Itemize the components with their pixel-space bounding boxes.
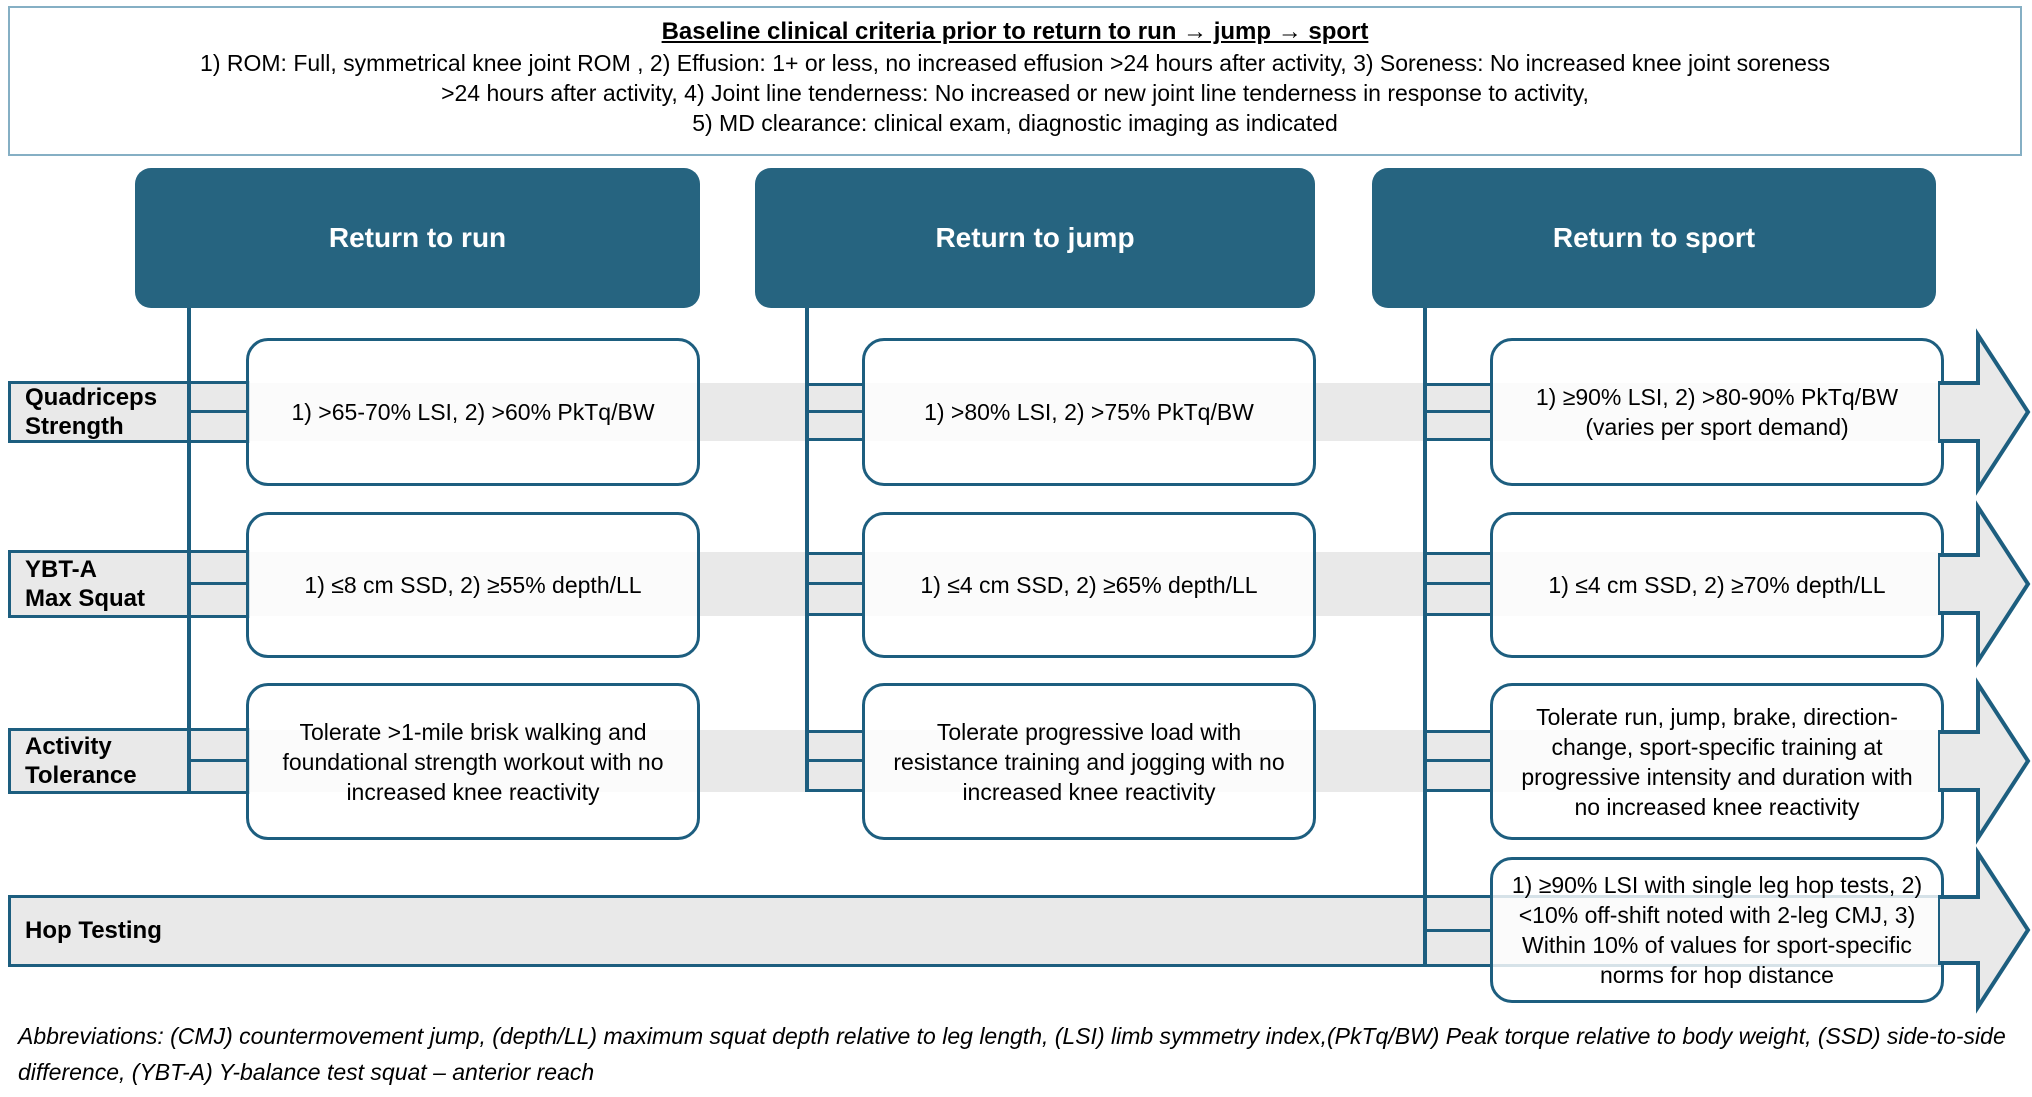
- criteria-quadriceps-sport: 1) ≥90% LSI, 2) >80-90% PkTq/BW (varies …: [1490, 338, 1944, 486]
- row-label-line: Quadriceps: [25, 384, 158, 411]
- criteria-quadriceps-run: 1) >65-70% LSI, 2) >60% PkTq/BW: [246, 338, 700, 486]
- criteria-activity-run: Tolerate >1-mile brisk walking and found…: [246, 683, 700, 840]
- connector-stub: [1423, 730, 1490, 792]
- baseline-criteria-box: Baseline clinical criteria prior to retu…: [8, 6, 2022, 156]
- criteria-activity-sport: Tolerate run, jump, brake, direction-cha…: [1490, 683, 1944, 840]
- baseline-line-2: >24 hours after activity, 4) Joint line …: [441, 80, 1589, 106]
- baseline-line-1: 1) ROM: Full, symmetrical knee joint ROM…: [200, 50, 1830, 76]
- criteria-text: 1) ≤4 cm SSD, 2) ≥70% depth/LL: [1548, 572, 1886, 598]
- flow-arrow-icon: [1938, 846, 2031, 1014]
- criteria-ybta-sport: 1) ≤4 cm SSD, 2) ≥70% depth/LL: [1490, 512, 1944, 658]
- row-label-line: YBT-A: [25, 556, 97, 583]
- connector-vline-sport: [1423, 308, 1427, 965]
- connector-midline: [187, 410, 250, 413]
- connector-midline: [805, 759, 862, 762]
- criteria-text: 1) >80% LSI, 2) >75% PkTq/BW: [924, 399, 1254, 425]
- row-label-line: Activity: [25, 733, 112, 760]
- criteria-quadriceps-jump: 1) >80% LSI, 2) >75% PkTq/BW: [862, 338, 1316, 486]
- criteria-text: 1) ≥90% LSI with single leg hop tests, 2…: [1511, 872, 1923, 988]
- criteria-text: 1) >65-70% LSI, 2) >60% PkTq/BW: [291, 399, 655, 425]
- connector-vline-run: [187, 308, 191, 792]
- phase-header-return-to-run: Return to run: [135, 168, 700, 308]
- connector-stub: [1423, 552, 1490, 616]
- criteria-hop-testing-sport: 1) ≥90% LSI with single leg hop tests, 2…: [1490, 857, 1944, 1003]
- baseline-title: Baseline clinical criteria prior to retu…: [661, 18, 1369, 45]
- criteria-text: 1) ≤4 cm SSD, 2) ≥65% depth/LL: [920, 572, 1258, 598]
- connector-stub: [1423, 383, 1490, 441]
- row-label-line: Tolerance: [25, 762, 137, 789]
- connector-midline: [1423, 410, 1490, 413]
- flow-arrow-icon: [1938, 677, 2031, 845]
- criteria-text: Tolerate progressive load with resistanc…: [893, 718, 1285, 805]
- row-label-line: Max Squat: [25, 585, 146, 612]
- connector-midline: [805, 582, 862, 585]
- criteria-ybta-run: 1) ≤8 cm SSD, 2) ≥55% depth/LL: [246, 512, 700, 658]
- connector-vline-jump: [805, 308, 809, 792]
- baseline-line-3: 5) MD clearance: clinical exam, diagnost…: [692, 110, 1338, 136]
- abbreviations-footnote: Abbreviations: (CMJ) countermovement jum…: [18, 1023, 2006, 1085]
- connector-midline: [187, 759, 250, 762]
- criteria-text: 1) ≥90% LSI, 2) >80-90% PkTq/BW (varies …: [1535, 384, 1899, 440]
- criteria-text: Tolerate run, jump, brake, direction-cha…: [1521, 703, 1913, 820]
- phase-header-return-to-jump: Return to jump: [755, 168, 1315, 308]
- criteria-text: Tolerate >1-mile brisk walking and found…: [282, 718, 664, 805]
- flow-arrow-icon: [1938, 328, 2031, 496]
- connector-midline: [805, 410, 862, 413]
- phase-header-return-to-sport: Return to sport: [1372, 168, 1936, 308]
- criteria-ybta-jump: 1) ≤4 cm SSD, 2) ≥65% depth/LL: [862, 512, 1316, 658]
- row-label-line: Hop Testing: [25, 917, 162, 944]
- connector-midline: [1423, 582, 1490, 585]
- connector-midline: [1423, 759, 1490, 762]
- flow-arrow-icon: [1938, 500, 2031, 668]
- criteria-activity-jump: Tolerate progressive load with resistanc…: [862, 683, 1316, 840]
- criteria-text: 1) ≤8 cm SSD, 2) ≥55% depth/LL: [304, 572, 642, 598]
- connector-midline: [1423, 929, 1490, 932]
- connector-stub: [805, 730, 862, 792]
- row-label-line: Strength: [25, 413, 124, 440]
- connector-stub: [805, 552, 862, 616]
- connector-midline: [187, 582, 250, 585]
- connector-stub: [805, 383, 862, 441]
